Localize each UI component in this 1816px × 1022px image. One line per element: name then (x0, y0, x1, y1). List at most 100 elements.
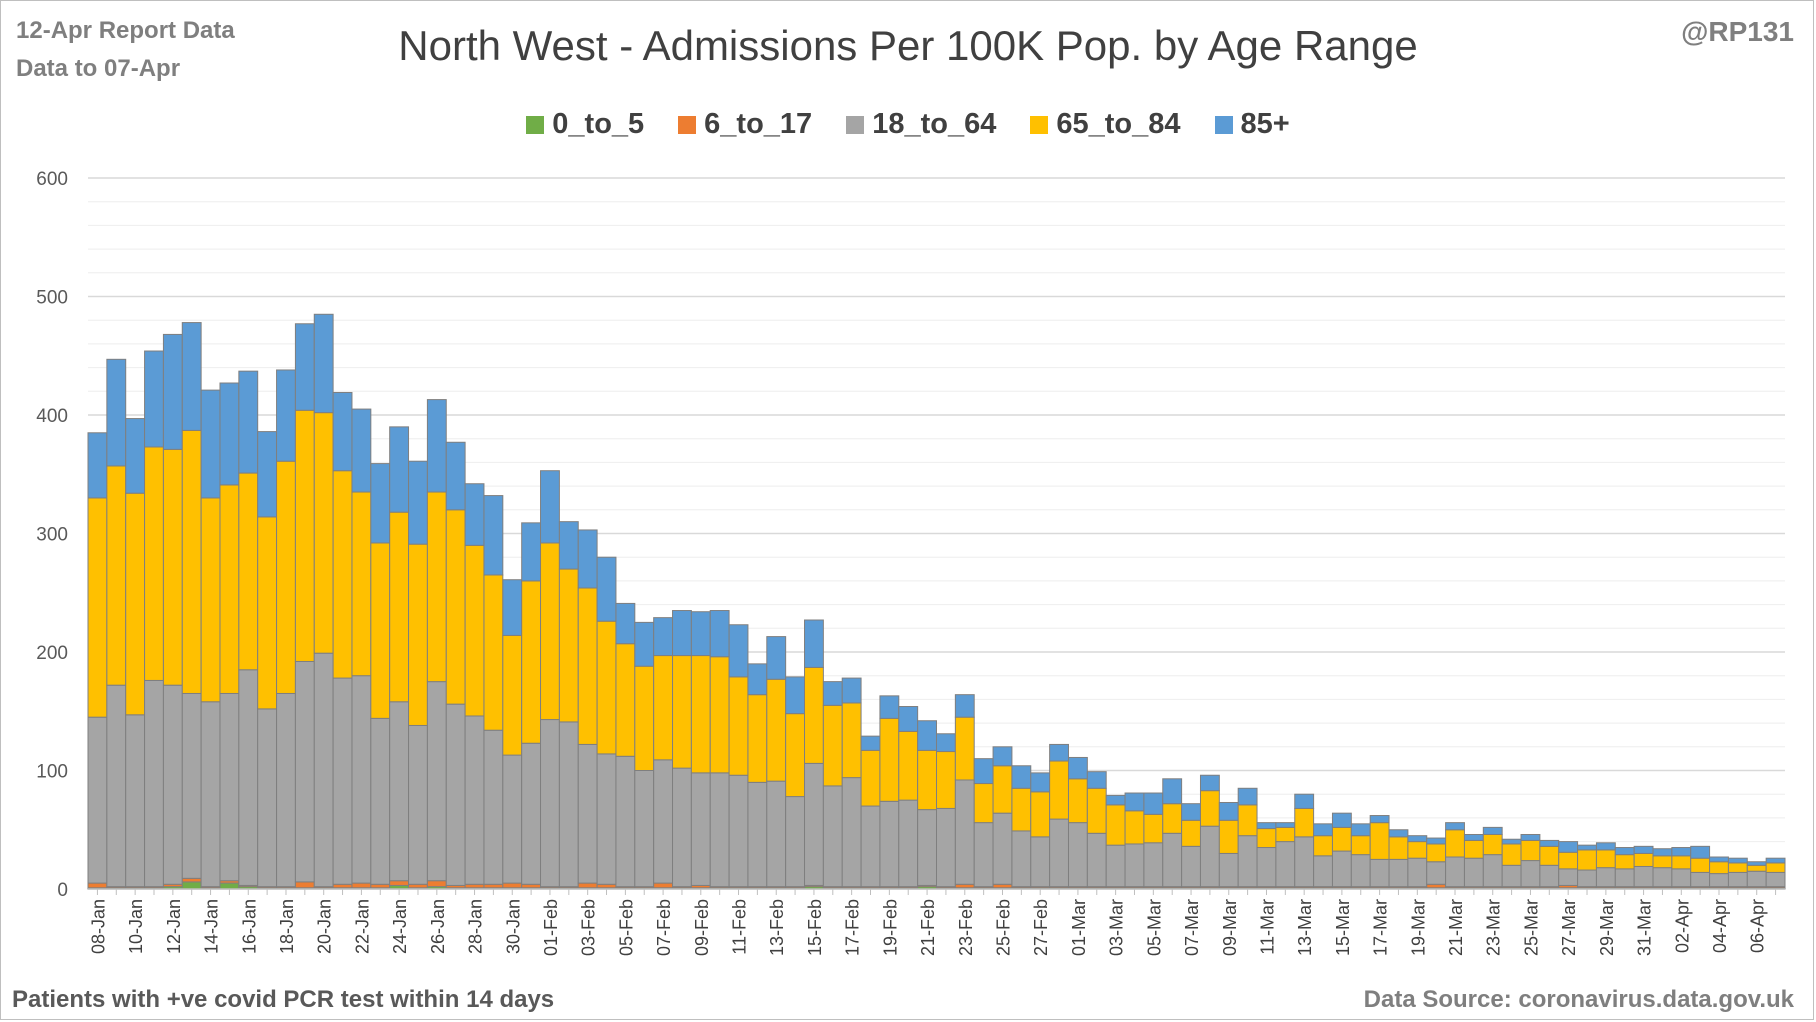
bar-segment (615, 643, 636, 757)
x-tick-label: 21-Feb (918, 899, 938, 956)
x-tick-label: 05-Feb (616, 899, 636, 956)
bar-segment (917, 720, 938, 751)
bar-segment (1105, 794, 1126, 806)
x-tick-label: 20-Jan (315, 899, 335, 954)
x-tick-label: 23-Feb (956, 899, 976, 956)
bar-segment (653, 655, 674, 761)
bar-segment (1539, 845, 1560, 866)
bar-segment (672, 767, 692, 888)
bar-segment (558, 521, 579, 570)
x-tick-label: 10-Jan (126, 899, 146, 954)
x-tick-label: 11-Feb (730, 899, 750, 955)
bar-segment (276, 369, 296, 462)
bar-segment (502, 634, 523, 756)
bar-segment (106, 358, 127, 467)
bar-segment (1671, 868, 1692, 888)
x-tick-label: 27-Mar (1559, 899, 1579, 956)
bar-segment (294, 323, 315, 411)
x-tick-label: 09-Mar (1220, 899, 1240, 956)
bar-segment (596, 753, 617, 885)
bar-segment (162, 333, 183, 450)
bar-segment (709, 772, 730, 888)
bar-segment (1445, 829, 1465, 858)
bar-segment (87, 882, 108, 889)
bar-segment (1049, 743, 1069, 762)
x-tick-label: 25-Mar (1521, 899, 1541, 956)
bar-segment (1690, 845, 1711, 859)
bar-segment (1237, 804, 1258, 837)
bar-segment (841, 777, 862, 888)
bar-segment (426, 491, 447, 683)
bar-segment (973, 783, 994, 824)
bar-segment (785, 676, 806, 715)
bar-segment (1011, 830, 1032, 888)
bar-segment (1746, 861, 1767, 866)
bar-segment (1143, 792, 1164, 815)
bar-segment (634, 621, 655, 667)
x-tick-label: 03-Feb (579, 899, 599, 956)
bar-segment (992, 746, 1013, 767)
bar-segment (144, 679, 164, 888)
legend-item-6-to-17: 6_to_17 (678, 108, 812, 141)
bar-segment (936, 807, 956, 888)
x-tick-label: 13-Feb (767, 899, 787, 956)
x-tick-label: 07-Mar (1182, 899, 1202, 956)
bar-segment (1652, 848, 1673, 857)
bar-segment (1520, 839, 1541, 862)
bar-segment (1539, 864, 1560, 888)
bar-segment (370, 542, 391, 719)
bar-segment (87, 432, 108, 499)
bar-segment (200, 497, 221, 703)
bar-segment (1482, 826, 1503, 835)
bar-segment (294, 409, 315, 662)
bar-segment (351, 675, 372, 884)
bar-segment (1709, 861, 1729, 875)
bar-segment (1709, 856, 1729, 863)
bar-segment (219, 484, 240, 694)
bar-segment (1162, 778, 1183, 805)
bar-segment (351, 491, 372, 677)
author-handle: @RP131 (1681, 16, 1794, 47)
bar-segment (860, 735, 881, 751)
chart-title: North West - Admissions Per 100K Pop. by… (398, 22, 1418, 69)
bar-segment (1218, 819, 1239, 854)
bar-segment (1595, 867, 1616, 888)
bar-segment (408, 543, 428, 726)
x-tick-label: 13-Mar (1295, 899, 1315, 956)
bar-segment (1086, 832, 1107, 888)
x-tick-label: 16-Jan (239, 899, 259, 954)
bar-segment (577, 882, 598, 889)
x-tick-label: 14-Jan (202, 899, 222, 954)
bar-segment (408, 724, 428, 885)
bar-segment (1199, 774, 1220, 792)
bar-segment (766, 780, 787, 888)
bar-segment (521, 580, 542, 744)
bar-segment (483, 883, 504, 889)
bar-segment (257, 708, 278, 888)
bar-segment (1652, 855, 1673, 869)
bar-segment (389, 880, 410, 886)
x-tick-label: 22-Jan (352, 899, 372, 954)
bar-segment (1275, 841, 1296, 888)
legend-swatch (526, 115, 545, 134)
bar-segment (766, 636, 787, 680)
bar-segment (1218, 801, 1239, 821)
bar-segment (276, 692, 296, 888)
bar-segment (445, 509, 466, 705)
bar-segment (558, 721, 579, 888)
bar-segment (1765, 862, 1786, 873)
bar-segment (1162, 832, 1183, 888)
bar-segment (728, 676, 749, 776)
chart-legend: 0_to_5 6_to_17 18_to_64 65_to_84 85+ (0, 108, 1816, 141)
bar-segment (917, 809, 938, 886)
bar-segment (426, 399, 447, 493)
bar-segment (1237, 835, 1258, 888)
bar-segment (1275, 822, 1296, 828)
bar-segment (1501, 838, 1522, 845)
x-tick-label: 17-Mar (1371, 899, 1391, 956)
bar-segment (521, 883, 542, 889)
y-tick-label: 400 (36, 406, 68, 427)
bar-segment (690, 655, 711, 774)
bar-segment (728, 774, 749, 888)
bar-segment (540, 719, 560, 888)
